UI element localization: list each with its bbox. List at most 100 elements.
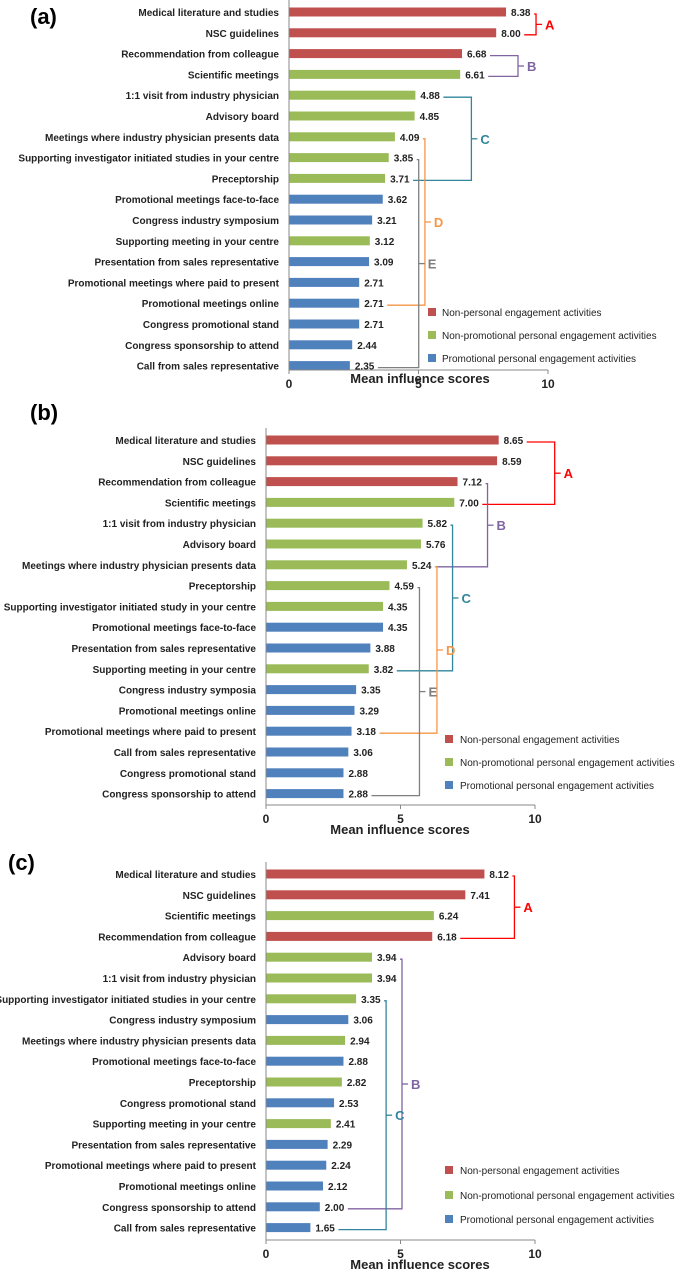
- data-label: 4.88: [420, 91, 440, 102]
- group-bracket-b: [488, 54, 519, 78]
- legend-label-non-personal: Non-personal engagement activities: [460, 735, 620, 746]
- bar: [266, 560, 407, 570]
- data-label: 3.71: [390, 174, 410, 185]
- legend-swatch-non-promotional: [445, 1191, 453, 1199]
- group-bracket-c: [413, 96, 473, 182]
- data-label: 2.29: [333, 1140, 353, 1151]
- group-label: C: [395, 1108, 405, 1123]
- data-label: 2.82: [347, 1078, 367, 1089]
- category-label: Supporting meeting in your centre: [93, 1120, 257, 1131]
- data-label: 2.88: [348, 769, 368, 780]
- group-label: E: [428, 257, 437, 272]
- data-label: 3.88: [375, 644, 395, 655]
- bar: [266, 1015, 349, 1025]
- category-label: NSC guidelines: [183, 891, 257, 902]
- category-label: Advisory board: [183, 540, 256, 551]
- group-brackets: A B C D E: [371, 441, 574, 797]
- data-label: 3.82: [374, 665, 394, 676]
- x-tick-label: 10: [528, 812, 542, 826]
- category-label: Scientific meetings: [165, 912, 257, 923]
- bar: [289, 257, 370, 267]
- bar: [266, 768, 344, 778]
- data-label: 7.12: [463, 478, 483, 489]
- x-axis: 0 5 10: [263, 862, 542, 1261]
- category-label: Promotional meetings where paid to prese…: [45, 727, 257, 738]
- category-label: Preceptorship: [189, 582, 256, 593]
- bar: [266, 622, 384, 632]
- legend: Non-personal engagement activities Non-p…: [445, 735, 675, 792]
- category-label: Medical literature and studies: [138, 8, 279, 19]
- bar: [266, 1223, 311, 1233]
- bar: [266, 601, 384, 611]
- group-label: D: [446, 643, 455, 658]
- legend: Non-personal engagement activities Non-p…: [445, 1166, 675, 1226]
- bar: [266, 1035, 346, 1045]
- data-label: 6.61: [465, 70, 485, 81]
- category-label: Recommendation from colleague: [98, 932, 256, 943]
- group-label: C: [480, 132, 490, 147]
- data-label: 3.09: [374, 258, 394, 269]
- legend-label-non-promotional: Non-promotional personal engagement acti…: [460, 758, 675, 769]
- data-label: 3.21: [377, 216, 397, 227]
- category-label: Call from sales representative: [114, 1224, 257, 1235]
- bar: [289, 111, 415, 121]
- data-label: 6.68: [467, 50, 487, 61]
- bar: [266, 1202, 320, 1212]
- category-label: Congress industry symposium: [132, 216, 279, 227]
- legend-swatch-promotional: [445, 1215, 453, 1223]
- bar: [266, 931, 433, 941]
- data-label: 2.35: [355, 362, 375, 373]
- bar: [289, 361, 350, 371]
- category-label: Promotional meetings face-to-face: [92, 623, 256, 634]
- bar: [289, 319, 360, 329]
- panel-a: (a) Medical literature and studies 8.38 NS…: [18, 0, 657, 391]
- bar: [266, 890, 466, 900]
- category-label: Presentation from sales representative: [94, 258, 279, 269]
- x-tick-label: 0: [263, 1247, 270, 1261]
- data-label: 2.53: [339, 1099, 359, 1110]
- bar: [266, 994, 357, 1004]
- category-label: Advisory board: [183, 953, 256, 964]
- x-tick-label: 0: [263, 812, 270, 826]
- data-label: 3.62: [388, 195, 408, 206]
- panel-b: (b) Medical literature and studies 8.65 NS…: [4, 400, 675, 837]
- data-label: 7.41: [470, 891, 490, 902]
- category-label: Recommendation from colleague: [121, 50, 279, 61]
- data-label: 1.65: [315, 1224, 335, 1235]
- bar: [289, 7, 507, 17]
- data-label: 3.18: [357, 727, 377, 738]
- bar: [266, 581, 390, 591]
- bar: [289, 215, 373, 225]
- legend-swatch-non-personal: [428, 308, 436, 316]
- category-label: NSC guidelines: [206, 29, 280, 40]
- data-label: 2.71: [364, 320, 384, 331]
- data-label: 5.82: [428, 519, 448, 530]
- x-axis: 0 5 10: [286, 0, 555, 391]
- bar: [266, 705, 355, 715]
- bar: [266, 911, 434, 921]
- legend-label-non-personal: Non-personal engagement activities: [460, 1166, 620, 1177]
- data-label: 2.00: [325, 1203, 345, 1214]
- category-label: Supporting meeting in your centre: [93, 665, 257, 676]
- category-label: Meetings where industry physician presen…: [22, 561, 256, 572]
- data-label: 2.24: [331, 1161, 351, 1172]
- category-label: Congress promotional stand: [143, 320, 279, 331]
- data-label: 8.59: [502, 457, 522, 468]
- legend-swatch-non-personal: [445, 1166, 453, 1174]
- category-label: Preceptorship: [212, 174, 279, 185]
- bar: [266, 747, 349, 757]
- bar: [266, 435, 499, 445]
- data-label: 2.41: [336, 1120, 356, 1131]
- category-label: Promotional meetings where paid to prese…: [68, 278, 280, 289]
- data-label: 4.35: [388, 602, 408, 613]
- x-tick-label: 10: [541, 377, 555, 391]
- category-label: Advisory board: [206, 112, 279, 123]
- bar: [266, 1139, 328, 1149]
- data-label: 4.59: [394, 582, 414, 593]
- category-label: Presentation from sales representative: [71, 1140, 256, 1151]
- legend-label-non-promotional: Non-promotional personal engagement acti…: [442, 331, 657, 342]
- category-label: Medical literature and studies: [115, 436, 256, 447]
- bars: Medical literature and studies 8.38 NSC gu…: [18, 7, 531, 373]
- bar: [266, 664, 369, 674]
